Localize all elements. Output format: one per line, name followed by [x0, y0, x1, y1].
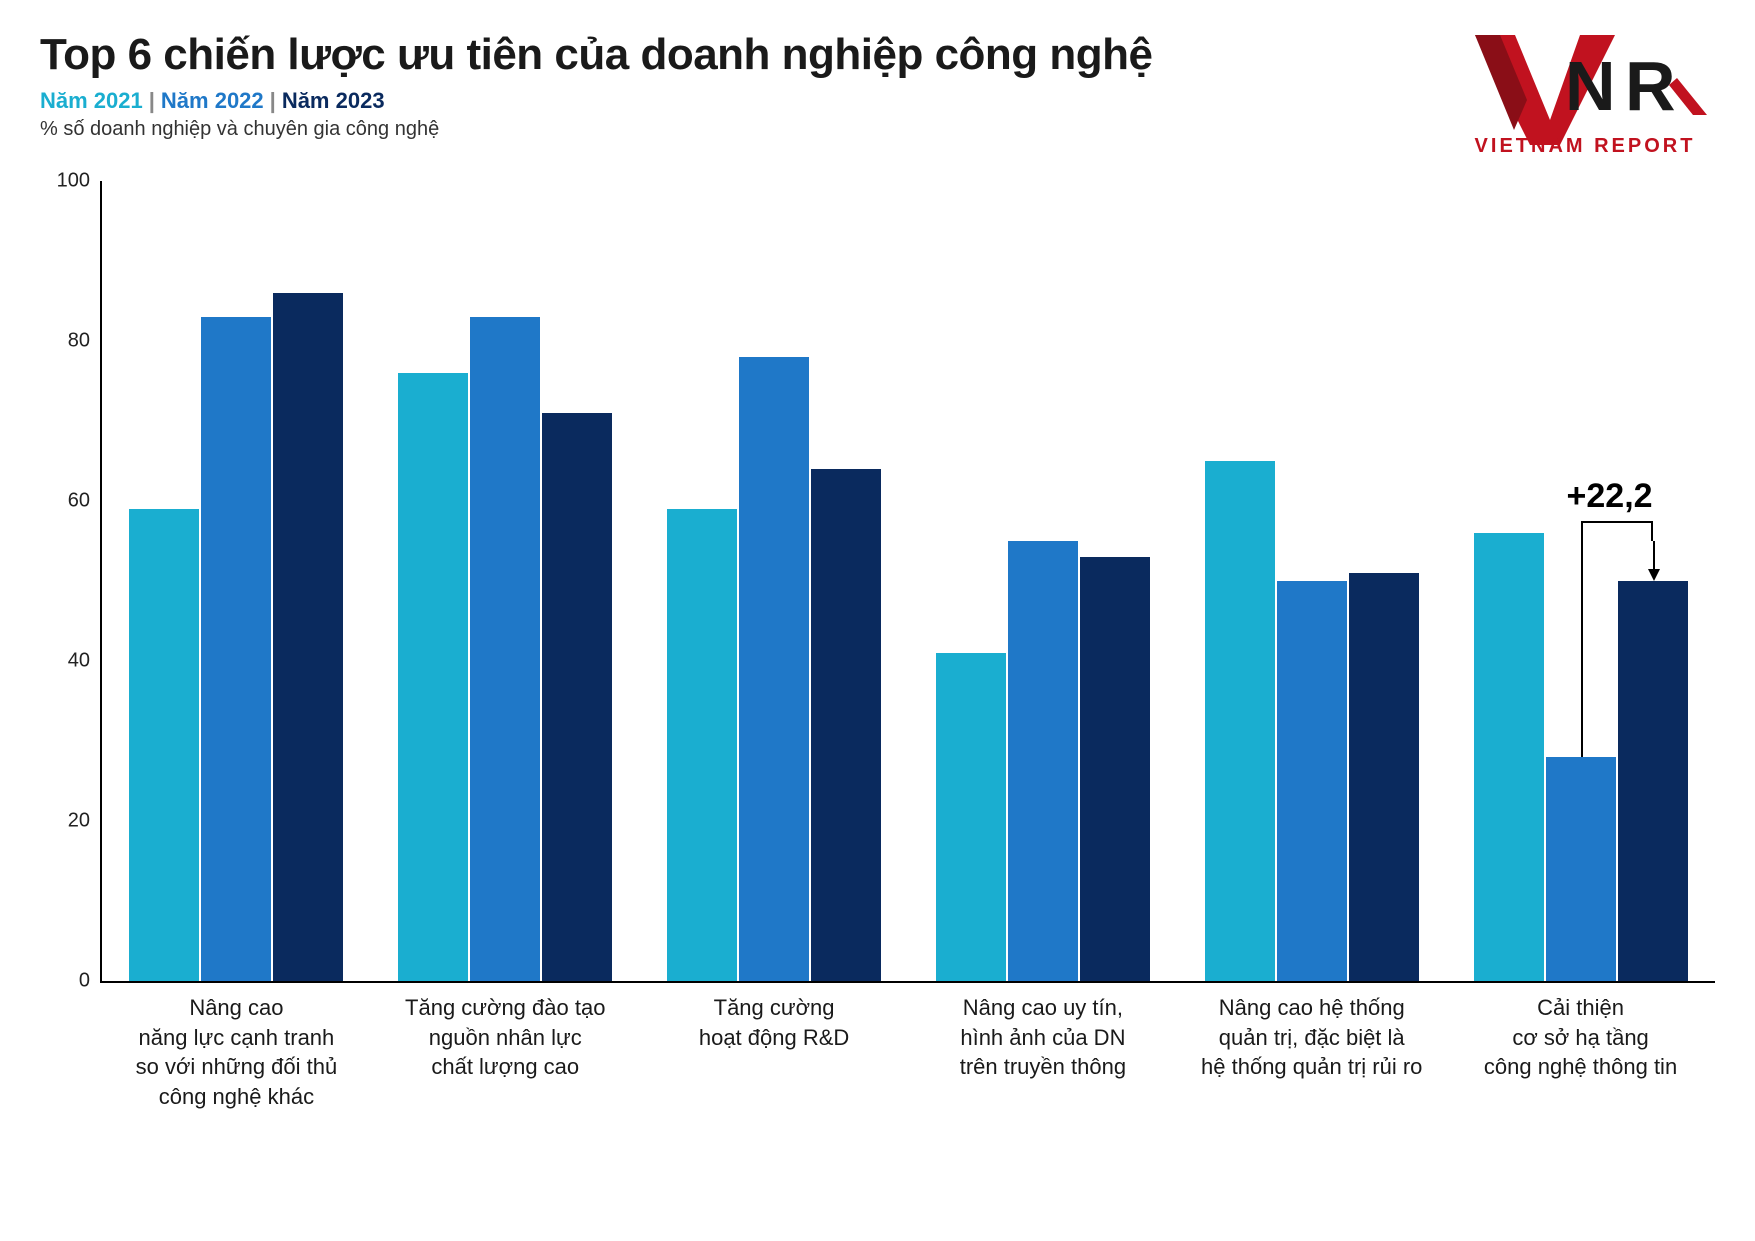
- bar: [1205, 461, 1275, 981]
- x-tick-label: Nâng cao uy tín, hình ảnh của DN trên tr…: [908, 993, 1177, 1112]
- bar: [1008, 541, 1078, 981]
- bar-group: [371, 181, 640, 981]
- legend-item: Năm 2022: [161, 88, 264, 113]
- bar: [398, 373, 468, 981]
- bar-group: [102, 181, 371, 981]
- annotation-line: [1581, 541, 1583, 757]
- bar: [542, 413, 612, 981]
- y-tick-label: 40: [68, 650, 90, 673]
- svg-text:R: R: [1625, 47, 1676, 125]
- x-tick-label: Tăng cường đào tạo nguồn nhân lực chất l…: [371, 993, 640, 1112]
- x-axis-line: [100, 981, 1715, 983]
- bar-chart: 020406080100 Nâng cao năng lực cạnh tran…: [40, 181, 1715, 1081]
- legend-separator: |: [149, 88, 155, 113]
- legend-separator: |: [270, 88, 276, 113]
- annotation-arrow-head-icon: [1648, 569, 1660, 581]
- vnr-logo: N R VIETNAM REPORT: [1455, 30, 1715, 165]
- bar-group: [1177, 181, 1446, 981]
- bar: [273, 293, 343, 981]
- x-axis-labels: Nâng cao năng lực cạnh tranh so với nhữn…: [102, 993, 1715, 1112]
- x-tick-label: Nâng cao năng lực cạnh tranh so với nhữn…: [102, 993, 371, 1112]
- svg-text:VIETNAM REPORT: VIETNAM REPORT: [1475, 135, 1696, 157]
- annotation-arrow-line: [1653, 541, 1655, 569]
- bar-group: [908, 181, 1177, 981]
- annotation-label: +22,2: [1567, 477, 1653, 516]
- y-tick-label: 20: [68, 810, 90, 833]
- bar: [936, 653, 1006, 981]
- x-tick-label: Cải thiện cơ sở hạ tầng công nghệ thông …: [1446, 993, 1715, 1112]
- bar: [811, 469, 881, 981]
- chart-header: Top 6 chiến lược ưu tiên của doanh nghiệ…: [40, 30, 1715, 141]
- bar: [129, 509, 199, 981]
- legend-item: Năm 2021: [40, 88, 143, 113]
- bar: [1546, 757, 1616, 981]
- bar: [1618, 581, 1688, 981]
- y-tick-label: 100: [57, 170, 90, 193]
- bar: [201, 317, 271, 981]
- y-axis: 020406080100: [40, 181, 100, 981]
- bar: [739, 357, 809, 981]
- plot-area: [102, 181, 1715, 981]
- bar: [1080, 557, 1150, 981]
- bar: [470, 317, 540, 981]
- x-tick-label: Nâng cao hệ thống quản trị, đặc biệt là …: [1177, 993, 1446, 1112]
- bar-group: [640, 181, 909, 981]
- y-tick-label: 60: [68, 490, 90, 513]
- x-tick-label: Tăng cường hoạt động R&D: [640, 993, 909, 1112]
- bar: [1474, 533, 1544, 981]
- annotation-bracket: [1581, 521, 1653, 541]
- bar: [1349, 573, 1419, 981]
- vnr-logo-icon: N R VIETNAM REPORT: [1455, 30, 1715, 160]
- y-tick-label: 80: [68, 330, 90, 353]
- legend-item: Năm 2023: [282, 88, 385, 113]
- y-tick-label: 0: [79, 970, 90, 993]
- bar: [1277, 581, 1347, 981]
- svg-text:N: N: [1565, 47, 1616, 125]
- bar: [667, 509, 737, 981]
